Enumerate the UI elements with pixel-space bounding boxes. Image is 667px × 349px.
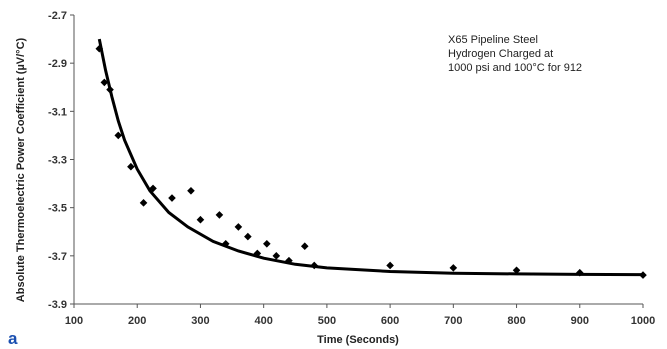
annotation-line-3: 1000 psi and 100°C for 912 (448, 62, 582, 74)
data-point (253, 249, 262, 258)
y-tick-label: -3.7 (48, 251, 67, 263)
data-point (285, 256, 293, 265)
data-point (386, 261, 394, 270)
x-tick-label: 200 (128, 315, 146, 327)
x-axis-title: Time (Seconds) (317, 334, 399, 346)
y-tick-label: -2.7 (48, 10, 67, 22)
x-tick-label: 800 (507, 315, 525, 327)
x-tick-label: 1000 (631, 315, 655, 327)
y-tick-label: -3.3 (48, 155, 67, 167)
annotation-line-1: X65 Pipeline Steel (448, 34, 538, 46)
data-point (221, 239, 230, 248)
data-point (263, 239, 271, 248)
y-tick-label: -2.9 (48, 58, 67, 70)
fit-curve (97, 38, 644, 277)
y-axis-title: Absolute Thermoelectric Power Coefficien… (15, 37, 27, 302)
data-point (575, 268, 584, 277)
y-tick-label: -3.5 (48, 203, 67, 215)
data-point (149, 184, 157, 193)
data-point (114, 131, 123, 140)
data-point (139, 199, 148, 207)
data-point (639, 271, 647, 279)
x-tick-label: 600 (381, 315, 399, 327)
annotation: X65 Pipeline Steel Hydrogen Charged at 1… (448, 34, 582, 74)
y-axis-ticks: -2.7 -2.9 -3.1 -3.3 -3.5 -3.7 -3.9 (48, 10, 74, 311)
data-point (100, 78, 109, 87)
y-tick-label: -3.1 (48, 106, 67, 118)
data-point (95, 44, 104, 53)
data-point (187, 187, 195, 195)
data-point (196, 215, 205, 224)
data-point (244, 232, 252, 241)
data-point (310, 261, 319, 270)
data-point (300, 242, 309, 250)
panel-label: a (8, 329, 18, 348)
x-tick-label: 500 (318, 315, 336, 327)
data-point (215, 211, 224, 219)
x-axis-ticks: 100 200 300 400 500 600 700 800 900 1000 (65, 304, 655, 327)
data-point (168, 194, 176, 202)
data-point (234, 223, 243, 231)
data-point (106, 85, 114, 94)
x-tick-label: 700 (444, 315, 462, 327)
data-point (272, 252, 281, 260)
x-tick-label: 300 (191, 315, 209, 327)
data-point (512, 266, 521, 275)
data-point (127, 162, 135, 171)
annotation-line-2: Hydrogen Charged at (448, 48, 553, 60)
x-tick-label: 400 (254, 315, 272, 327)
data-point (449, 264, 458, 272)
data-points (95, 44, 647, 279)
x-tick-label: 100 (65, 315, 83, 327)
x-tick-label: 900 (571, 315, 589, 327)
y-tick-label: -3.9 (48, 299, 67, 311)
